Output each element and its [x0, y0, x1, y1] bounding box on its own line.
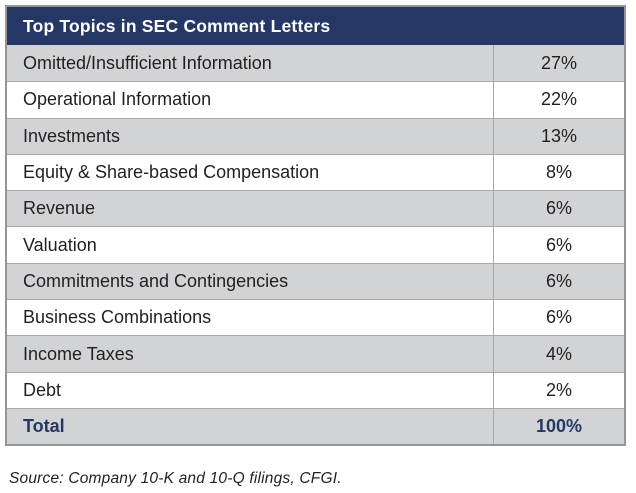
table-row: Investments 13% [7, 117, 624, 154]
table-row: Commitments and Contingencies 6% [7, 262, 624, 300]
table-row: Business Combinations 6% [7, 299, 624, 336]
row-value: 6% [493, 227, 624, 263]
row-label: Revenue [23, 198, 96, 219]
row-value: 8% [493, 154, 624, 191]
row-label: Income Taxes [23, 343, 134, 364]
row-value: 27% [493, 45, 624, 82]
row-label: Business Combinations [23, 307, 212, 328]
total-value: 100% [493, 408, 624, 445]
row-label: Equity & Share-based Compensation [23, 162, 320, 183]
table-row: Revenue 6% [7, 190, 624, 227]
table-row: Equity & Share-based Compensation 8% [7, 153, 624, 191]
row-value: 6% [493, 191, 624, 227]
table-row: Operational Information 22% [7, 81, 624, 118]
row-label: Commitments and Contingencies [23, 270, 289, 291]
row-value: 4% [493, 336, 624, 372]
table-row: Omitted/Insufficient Information 27% [7, 45, 624, 82]
table-title: Top Topics in SEC Comment Letters [7, 7, 624, 45]
table-row: Debt 2% [7, 371, 624, 408]
row-value: 2% [493, 372, 624, 408]
topics-table: Top Topics in SEC Comment Letters Omitte… [5, 5, 626, 447]
row-label: Investments [23, 125, 121, 146]
row-value: 6% [493, 263, 624, 300]
table-row: Income Taxes 4% [7, 335, 624, 372]
table-total-row: Total 100% [7, 407, 624, 445]
row-value: 13% [493, 118, 624, 154]
row-value: 6% [493, 300, 624, 336]
row-label: Operational Information [23, 89, 212, 110]
row-value: 22% [493, 82, 624, 118]
table-body: Omitted/Insufficient Information 27% Ope… [7, 45, 624, 408]
total-label: Total [23, 416, 65, 437]
row-label: Debt [23, 379, 62, 400]
row-label: Omitted/Insufficient Information [23, 52, 272, 73]
table-row: Valuation 6% [7, 226, 624, 263]
row-label: Valuation [23, 234, 97, 255]
source-note: Source: Company 10-K and 10-Q filings, C… [9, 470, 342, 488]
